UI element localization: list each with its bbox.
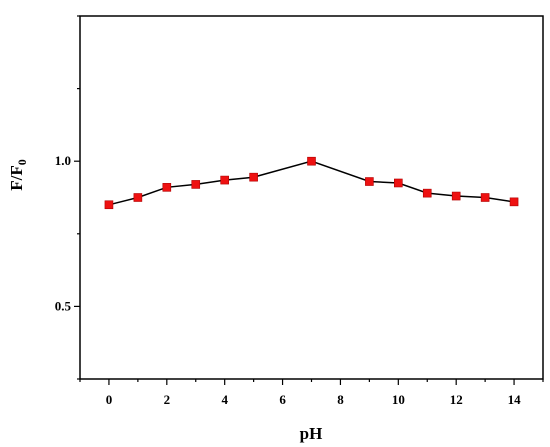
x-axis-title: pH (300, 424, 323, 443)
x-tick-label: 6 (279, 392, 286, 407)
data-point-marker (133, 193, 143, 202)
data-point-marker (307, 156, 316, 166)
y-axis-ticks: 0.5 1.0 (55, 15, 80, 380)
data-point-marker (249, 172, 258, 182)
y-axis-title: F/F0 (7, 159, 29, 191)
y-axis-title-subscript: 0 (15, 159, 29, 165)
y-tick-label: 1.0 (55, 153, 71, 168)
data-point-marker (191, 180, 201, 189)
x-tick-label: 12 (450, 392, 463, 407)
x-tick-label: 10 (392, 392, 405, 407)
data-point-marker (451, 191, 461, 201)
x-tick-label: 2 (164, 392, 171, 407)
x-axis-ticks: 0 2 4 6 8 10 12 14 (79, 379, 544, 407)
data-point-marker (162, 183, 172, 192)
data-point-marker (480, 193, 490, 202)
data-point-marker (104, 200, 114, 210)
data-point-marker (509, 197, 519, 207)
x-tick-label: 8 (337, 392, 344, 407)
y-tick-label: 0.5 (55, 298, 72, 313)
x-tick-label: 4 (221, 392, 228, 407)
data-point-marker (422, 188, 432, 198)
x-tick-label: 14 (508, 392, 522, 407)
data-point-marker (394, 178, 403, 188)
y-axis-title-main: F/F (7, 165, 26, 191)
data-point-marker (220, 175, 229, 185)
series-markers (104, 156, 519, 210)
x-tick-label: 0 (106, 392, 113, 407)
data-point-marker (365, 177, 374, 186)
